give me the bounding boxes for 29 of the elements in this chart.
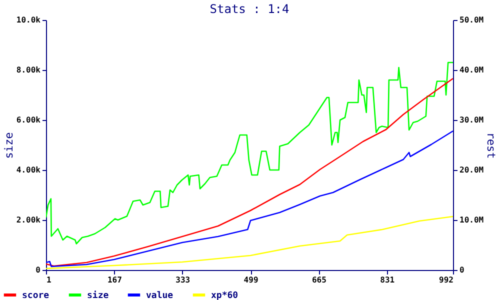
y2-tick-label: 20.0M [460, 166, 484, 174]
line-series [46, 62, 453, 244]
y2-tick-label: 10.0M [460, 216, 484, 224]
y2-tick-label: 50.0M [460, 16, 484, 24]
y2-tick-label: 40.0M [460, 66, 484, 74]
legend-label: xp*60 [211, 291, 238, 300]
chart-title: Stats : 1:4 [210, 2, 290, 16]
legend-label: value [146, 291, 174, 300]
legend-label: size [87, 290, 110, 300]
x-tick-label: 499 [244, 276, 258, 284]
x-tick-label: 1 [46, 276, 52, 284]
y2-tick-label: 30.0M [460, 116, 484, 124]
y2-tick-label: 0 [460, 266, 464, 274]
x-tick-label: 333 [176, 276, 190, 284]
y-tick-label: 4.00k [16, 166, 41, 174]
y-axis-title: size [2, 132, 16, 159]
y-tick-label: 8.00k [16, 66, 41, 74]
x-tick-label: 167 [107, 276, 122, 284]
line-series [46, 130, 453, 268]
x-tick-label: 992 [439, 276, 454, 284]
x-tick-label: 665 [312, 276, 327, 284]
legend-label: score [22, 291, 50, 300]
y-tick-label: 0 [36, 266, 41, 274]
y-tick-label: 6.00k [16, 116, 41, 124]
y-tick-label: 10.0k [16, 16, 41, 24]
x-tick-label: 831 [380, 276, 395, 284]
y-tick-label: 2.00k [16, 216, 41, 224]
y2-axis-title: rest [484, 132, 498, 159]
line-series [46, 78, 453, 267]
